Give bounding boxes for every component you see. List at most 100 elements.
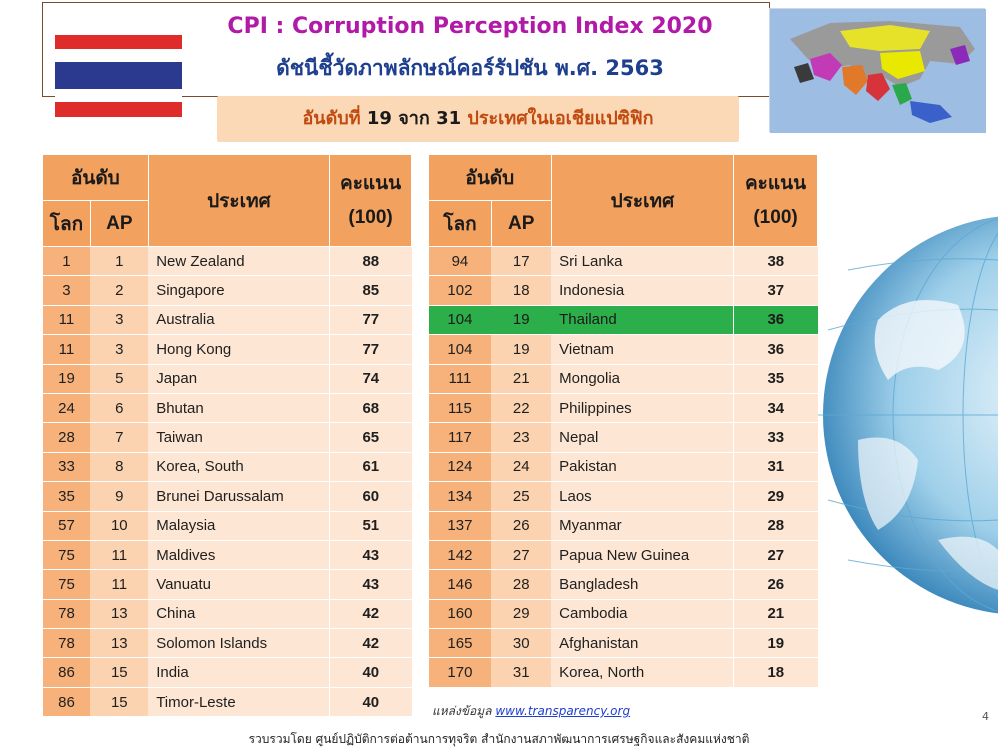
table-row: 137 26 Myanmar 28 — [428, 511, 818, 541]
country-cell: Cambodia — [551, 599, 734, 630]
ap-rank-cell: 26 — [491, 511, 552, 541]
score-cell: 38 — [733, 246, 818, 277]
country-cell: Korea, North — [551, 657, 734, 688]
world-rank-cell: 117 — [428, 422, 492, 453]
header-score-max: (100) — [348, 206, 393, 228]
ap-rank-cell: 31 — [491, 657, 552, 688]
table-row: 28 7 Taiwan 65 — [42, 422, 412, 453]
score-cell: 74 — [329, 364, 412, 394]
country-cell: Thailand — [551, 305, 734, 336]
header-country: ประเทศ — [550, 154, 735, 247]
ap-rank-cell: 23 — [491, 422, 552, 453]
score-cell: 31 — [733, 452, 818, 483]
header-world: โลก — [42, 200, 91, 247]
table-row: 19 5 Japan 74 — [42, 364, 412, 394]
rank-total: 31 — [436, 108, 462, 129]
table-row: 3 2 Singapore 85 — [42, 275, 412, 306]
header-rank: อันดับ — [42, 154, 149, 201]
ap-rank-cell: 13 — [90, 599, 149, 630]
country-cell: Vanuatu — [148, 569, 330, 600]
world-rank-cell: 86 — [42, 687, 91, 718]
ap-rank-cell: 18 — [491, 275, 552, 306]
country-cell: Bangladesh — [551, 569, 734, 600]
score-cell: 51 — [329, 511, 412, 541]
score-cell: 37 — [733, 275, 818, 306]
world-rank-cell: 124 — [428, 452, 492, 483]
score-cell: 19 — [733, 628, 818, 659]
score-cell: 65 — [329, 422, 412, 453]
score-cell: 26 — [733, 569, 818, 600]
ap-rank-cell: 15 — [90, 657, 149, 688]
country-cell: Solomon Islands — [148, 628, 330, 659]
world-rank-cell: 160 — [428, 599, 492, 630]
table-row: 104 19 Vietnam 36 — [428, 334, 818, 365]
table-row: 111 21 Mongolia 35 — [428, 364, 818, 394]
table-row: 94 17 Sri Lanka 38 — [428, 246, 818, 277]
table-row: 11 3 Australia 77 — [42, 305, 412, 336]
right-table-body: 94 17 Sri Lanka 38 102 18 Indonesia 37 104 19 Thai… — [428, 246, 818, 688]
table-row: 142 27 Papua New Guinea 27 — [428, 540, 818, 571]
table-row: 35 9 Brunei Darussalam 60 — [42, 481, 412, 512]
rank-banner: อันดับที่ 19 จาก 31 ประเทศในเอเชียแปซิฟิ… — [217, 96, 739, 142]
score-cell: 35 — [733, 364, 818, 394]
world-rank-cell: 102 — [428, 275, 492, 306]
rank-prefix: อันดับที่ — [302, 108, 361, 129]
table-row: 86 15 India 40 — [42, 657, 412, 688]
ap-rank-cell: 24 — [491, 452, 552, 483]
score-cell: 33 — [733, 422, 818, 453]
country-cell: Brunei Darussalam — [148, 481, 330, 512]
score-cell: 68 — [329, 393, 412, 424]
score-cell: 27 — [733, 540, 818, 571]
score-cell: 29 — [733, 481, 818, 512]
source-link[interactable]: www.transparency.org — [495, 704, 631, 718]
header-score: คะแนน (100) — [733, 154, 818, 247]
ap-rank-cell: 19 — [491, 334, 552, 365]
world-rank-cell: 142 — [428, 540, 492, 571]
score-cell: 77 — [329, 305, 412, 336]
score-cell: 36 — [733, 334, 818, 365]
rank-value: 19 — [366, 108, 392, 129]
ap-rank-cell: 7 — [90, 422, 149, 453]
table-row: 160 29 Cambodia 21 — [428, 599, 818, 630]
table-row: 104 19 Thailand 36 — [428, 305, 818, 336]
ap-rank-cell: 22 — [491, 393, 552, 424]
ap-rank-cell: 25 — [491, 481, 552, 512]
footer-credit: รวบรวมโดย ศูนย์ปฏิบัติการต่อต้านการทุจริ… — [248, 732, 750, 746]
country-cell: Australia — [148, 305, 330, 336]
ap-rank-cell: 11 — [90, 569, 149, 600]
country-cell: Japan — [148, 364, 330, 394]
table-row: 24 6 Bhutan 68 — [42, 393, 412, 424]
score-cell: 21 — [733, 599, 818, 630]
rank-mid: จาก — [398, 108, 430, 129]
score-cell: 60 — [329, 481, 412, 512]
table-row: 11 3 Hong Kong 77 — [42, 334, 412, 365]
country-cell: China — [148, 599, 330, 630]
ap-rank-cell: 11 — [90, 540, 149, 571]
ap-rank-cell: 3 — [90, 334, 149, 365]
country-cell: Pakistan — [551, 452, 734, 483]
score-cell: 42 — [329, 628, 412, 659]
world-rank-cell: 104 — [428, 334, 492, 365]
world-rank-cell: 19 — [42, 364, 91, 394]
header-score-label: คะแนน — [744, 172, 807, 194]
ap-rank-cell: 13 — [90, 628, 149, 659]
world-rank-cell: 94 — [428, 246, 492, 277]
ap-rank-cell: 3 — [90, 305, 149, 336]
world-rank-cell: 111 — [428, 364, 492, 394]
table-row: 78 13 Solomon Islands 42 — [42, 628, 412, 659]
title-thai: ดัชนีชี้วัดภาพลักษณ์คอร์รัปชัน พ.ศ. 2563 — [276, 56, 664, 80]
country-cell: India — [148, 657, 330, 688]
score-cell: 28 — [733, 511, 818, 541]
world-rank-cell: 75 — [42, 540, 91, 571]
score-cell: 42 — [329, 599, 412, 630]
header-ap: AP — [490, 200, 552, 247]
table-row: 124 24 Pakistan 31 — [428, 452, 818, 483]
ap-rank-cell: 2 — [90, 275, 149, 306]
score-cell: 34 — [733, 393, 818, 424]
title-english: CPI : Corruption Perception Index 2020 — [227, 14, 713, 39]
ap-rank-cell: 17 — [491, 246, 552, 277]
world-rank-cell: 24 — [42, 393, 91, 424]
table-row: 57 10 Malaysia 51 — [42, 511, 412, 541]
score-cell: 43 — [329, 569, 412, 600]
world-rank-cell: 33 — [42, 452, 91, 483]
